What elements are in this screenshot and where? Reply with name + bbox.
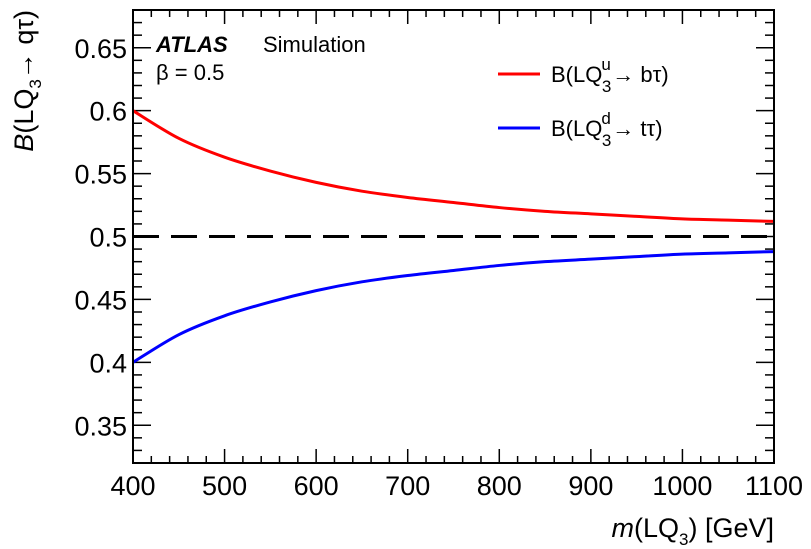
y-tick-label: 0.45 xyxy=(74,285,127,315)
y-tick-label: 0.55 xyxy=(74,160,127,190)
experiment-label: ATLAS xyxy=(155,32,228,57)
y-tick-label: 0.65 xyxy=(74,34,127,64)
simulation-label: Simulation xyxy=(263,32,366,57)
series-lines xyxy=(132,109,775,364)
y-tick-label: 0.5 xyxy=(89,223,127,253)
x-tick-label: 1000 xyxy=(652,471,712,501)
series-line-0 xyxy=(132,109,775,223)
x-tick-label: 1100 xyxy=(745,471,803,501)
legend-entry-blue: B(LQd 3→ tτ) xyxy=(551,109,663,150)
x-axis-title: m(LQ3) [GeV] xyxy=(611,513,774,549)
x-tick-label: 800 xyxy=(477,471,522,501)
x-tick-label: 700 xyxy=(385,471,430,501)
legend: B(LQu 3→ bτ) B(LQd 3→ tτ) xyxy=(498,55,669,150)
x-tick-labels: 400 500 600 700 800 900 1000 1100 xyxy=(110,471,803,501)
x-tick-label: 500 xyxy=(202,471,247,501)
y-tick-label: 0.6 xyxy=(89,97,127,127)
y-axis-title: B(LQ3→ qτ) xyxy=(9,10,45,152)
y-tick-label: 0.4 xyxy=(89,348,127,378)
legend-entry-red: B(LQu 3→ bτ) xyxy=(551,55,669,96)
x-tick-label: 600 xyxy=(294,471,339,501)
y-tick-labels: 0.35 0.4 0.45 0.5 0.55 0.6 0.65 xyxy=(74,34,127,442)
x-tick-label: 400 xyxy=(110,471,155,501)
plot-frame xyxy=(132,9,775,464)
x-tick-label: 900 xyxy=(568,471,613,501)
beta-annotation: β = 0.5 xyxy=(156,60,224,85)
series-line-1 xyxy=(132,250,775,364)
y-tick-label: 0.35 xyxy=(74,411,127,441)
